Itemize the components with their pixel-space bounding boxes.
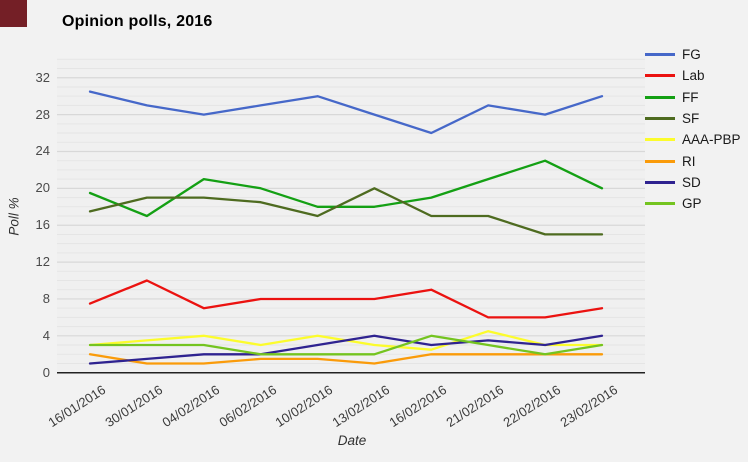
legend-swatch-icon <box>645 95 675 99</box>
legend-label: Lab <box>682 68 705 84</box>
legend-label: SD <box>682 174 701 190</box>
y-tick-label: 4 <box>42 327 50 343</box>
series-line-SF[interactable] <box>88 187 604 236</box>
legend: FG Lab FF SF AAA-PBP RI SD GP <box>645 44 741 214</box>
legend-item-RI[interactable]: RI <box>645 150 741 171</box>
legend-label: FF <box>682 89 699 105</box>
legend-item-FF[interactable]: FF <box>645 87 741 108</box>
legend-item-FG[interactable]: FG <box>645 44 741 65</box>
legend-swatch-icon <box>645 138 675 142</box>
corner-square <box>0 0 27 27</box>
y-tick-label: 8 <box>42 290 50 306</box>
series-line-RI[interactable] <box>88 353 604 365</box>
chart-title: Opinion polls, 2016 <box>62 13 213 30</box>
legend-swatch-icon <box>645 117 675 121</box>
y-tick-label: 16 <box>35 217 50 233</box>
y-tick-label: 32 <box>35 69 50 85</box>
legend-label: RI <box>682 153 696 169</box>
series-line-Lab[interactable] <box>88 279 604 319</box>
y-tick-label: 24 <box>35 143 50 159</box>
legend-label: GP <box>682 196 702 212</box>
legend-item-SD[interactable]: SD <box>645 172 741 193</box>
legend-label: FG <box>682 47 701 63</box>
x-axis-label: Date <box>337 433 367 448</box>
legend-swatch-icon <box>645 53 675 57</box>
legend-item-GP[interactable]: GP <box>645 193 741 214</box>
legend-item-AAA-PBP[interactable]: AAA-PBP <box>645 129 741 150</box>
series-line-GP[interactable] <box>88 334 604 356</box>
legend-swatch-icon <box>645 74 675 78</box>
y-tick-label: 20 <box>35 180 50 196</box>
legend-label: SF <box>682 111 700 127</box>
y-tick-label: 12 <box>35 254 50 270</box>
y-tick-label: 28 <box>35 106 50 122</box>
series-line-FG[interactable] <box>88 90 604 135</box>
legend-label: AAA-PBP <box>682 132 741 148</box>
y-tick-label: 0 <box>42 364 50 380</box>
legend-swatch-icon <box>645 180 675 184</box>
series-line-SD[interactable] <box>88 334 604 365</box>
legend-item-SF[interactable]: SF <box>645 108 741 129</box>
legend-swatch-icon <box>645 159 675 163</box>
legend-swatch-icon <box>645 202 675 206</box>
legend-item-Lab[interactable]: Lab <box>645 65 741 86</box>
y-axis-label: Poll % <box>6 197 22 236</box>
